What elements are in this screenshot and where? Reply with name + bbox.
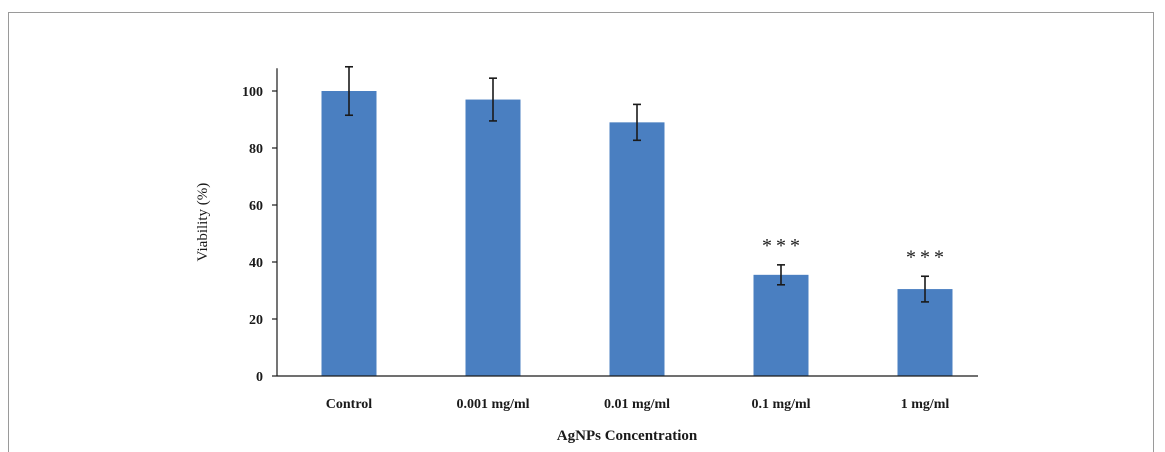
significance-marker: *** xyxy=(906,246,948,268)
significance-annotations: *** *** xyxy=(762,235,948,268)
significance-marker: *** xyxy=(762,235,804,257)
y-tick-label: 40 xyxy=(249,256,263,271)
bar-2 xyxy=(465,99,521,377)
bar-5 xyxy=(897,289,953,376)
bar-4 xyxy=(753,274,809,376)
bar-1 xyxy=(321,91,377,376)
x-tick-label: 0.01 mg/ml xyxy=(604,397,670,412)
y-tick-label: 20 xyxy=(249,313,263,328)
y-axis: 0 20 40 60 80 100 xyxy=(242,68,278,385)
y-tick-label: 80 xyxy=(249,142,263,157)
figure-frame xyxy=(8,12,1154,452)
x-tick-label: Control xyxy=(326,397,373,412)
x-tick-label: 1 mg/ml xyxy=(901,397,950,412)
x-axis: Control 0.001 mg/ml 0.01 mg/ml 0.1 mg/ml 1 m… xyxy=(277,375,978,412)
x-tick-label: 0.001 mg/ml xyxy=(456,397,529,412)
error-bars xyxy=(345,65,929,303)
x-axis-title: AgNPs Concentration xyxy=(557,428,698,444)
y-axis-title: Viability (%) xyxy=(195,183,211,262)
y-tick-label: 100 xyxy=(242,85,263,100)
x-tick-label: 0.1 mg/ml xyxy=(751,397,810,412)
bars xyxy=(321,91,953,377)
y-tick-label: 60 xyxy=(249,199,263,214)
bar-3 xyxy=(609,122,665,376)
y-tick-label: 0 xyxy=(256,370,263,385)
